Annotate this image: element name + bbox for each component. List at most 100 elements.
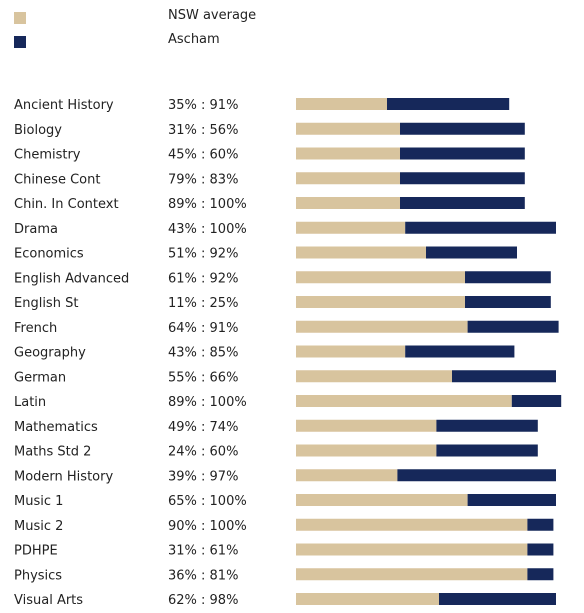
bar-ascham (400, 172, 525, 185)
category-label: Mathematics (14, 420, 98, 435)
category-label: French (14, 321, 57, 336)
bar-nsw-average (296, 518, 528, 531)
bar-nsw-average (296, 147, 400, 160)
chart-row-pdhpe: PDHPE 31% : 61% (14, 543, 554, 559)
chart-row-visual-arts: Visual Arts 62% : 98% (14, 593, 556, 608)
category-label: Physics (14, 568, 62, 583)
category-label: Music 1 (14, 494, 63, 509)
value-label: 45% : 60% (168, 148, 238, 163)
bar-ascham (405, 345, 515, 358)
bar-nsw-average (296, 271, 465, 284)
chart-row-maths-std-2: Maths Std 2 24% : 60% (14, 444, 538, 460)
value-label: 64% : 91% (168, 321, 238, 336)
value-label: 36% : 81% (168, 568, 238, 583)
bar-nsw-average (296, 345, 406, 358)
value-label: 31% : 56% (168, 123, 238, 138)
legend-item-nsw-average: NSW average (0, 8, 300, 28)
bar-ascham (527, 518, 554, 531)
chart-row-geography: Geography 43% : 85% (14, 345, 515, 361)
category-label: Ancient History (14, 98, 114, 113)
value-label: 89% : 100% (168, 197, 247, 212)
bar-ascham (387, 98, 510, 110)
chart-row-ancient-history: Ancient History 35% : 91% (14, 98, 510, 113)
value-label: 11% : 25% (168, 296, 238, 311)
legend-label-ascham: Ascham (168, 32, 220, 47)
bar-nsw-average (296, 543, 528, 556)
bar-nsw-average (296, 197, 400, 209)
chart-row-drama: Drama 43% : 100% (14, 221, 556, 237)
bar-nsw-average (296, 98, 387, 110)
chart-row-mathematics: Mathematics 49% : 74% (14, 419, 538, 435)
category-label: Drama (14, 222, 58, 237)
bar-nsw-average (296, 444, 437, 457)
bar-ascham (467, 494, 556, 506)
bar-nsw-average (296, 296, 465, 308)
category-label: Economics (14, 247, 84, 262)
bar-nsw-average (296, 122, 400, 135)
category-label: Visual Arts (14, 593, 83, 608)
value-label: 35% : 91% (168, 98, 238, 113)
value-label: 43% : 100% (168, 222, 247, 237)
category-label: Geography (14, 346, 86, 361)
category-label: Chemistry (14, 148, 81, 163)
bar-nsw-average (296, 370, 452, 383)
bar-ascham (400, 122, 525, 135)
bar-nsw-average (296, 469, 398, 482)
chart-row-chinese-cont: Chinese Cont 79% : 83% (14, 172, 525, 187)
bar-ascham (436, 444, 538, 457)
chart-row-english-st: English St 11% : 25% (14, 296, 551, 311)
bar-ascham (439, 593, 556, 605)
bar-ascham (405, 221, 556, 234)
chart-row-music-1: Music 1 65% : 100% (14, 494, 556, 509)
chart-row-modern-history: Modern History 39% : 97% (14, 469, 556, 484)
value-label: 79% : 83% (168, 172, 238, 187)
chart-row-chin-in-context: Chin. In Context 89% : 100% (14, 197, 525, 212)
chart-row-physics: Physics 36% : 81% (14, 568, 554, 583)
bar-ascham (465, 271, 551, 284)
category-label: Modern History (14, 469, 113, 484)
category-label: Biology (14, 123, 62, 138)
chart-row-economics: Economics 51% : 92% (14, 246, 517, 262)
bar-nsw-average (296, 419, 437, 432)
category-label: PDHPE (14, 544, 58, 559)
legend-item-ascham: Ascham (0, 32, 300, 52)
bar-ascham (527, 543, 554, 556)
bar-ascham (426, 246, 517, 259)
bar-ascham (452, 370, 556, 383)
chart-row-french: French 64% : 91% (14, 320, 559, 336)
value-label: 43% : 85% (168, 346, 238, 361)
bar-nsw-average (296, 246, 426, 259)
category-label: Chin. In Context (14, 197, 119, 212)
chart-row-biology: Biology 31% : 56% (14, 122, 525, 138)
bar-ascham (436, 419, 538, 432)
bar-ascham (400, 147, 525, 160)
value-label: 62% : 98% (168, 593, 238, 608)
value-label: 55% : 66% (168, 370, 238, 385)
bar-ascham (397, 469, 556, 482)
bar-ascham (400, 197, 525, 209)
legend-swatch-nsw-average (14, 12, 26, 24)
value-label: 90% : 100% (168, 519, 247, 534)
category-label: English Advanced (14, 271, 129, 286)
value-label: 31% : 61% (168, 544, 238, 559)
value-label: 24% : 60% (168, 445, 238, 460)
value-label: 39% : 97% (168, 469, 238, 484)
bar-ascham (467, 320, 559, 333)
legend: NSW average Ascham (0, 0, 584, 60)
chart-row-chemistry: Chemistry 45% : 60% (14, 147, 525, 163)
legend-label-nsw-average: NSW average (168, 8, 257, 23)
value-label: 61% : 92% (168, 271, 238, 286)
chart-row-music-2: Music 2 90% : 100% (14, 518, 554, 534)
chart-row-english-advanced: English Advanced 61% : 92% (14, 271, 551, 286)
bar-nsw-average (296, 593, 439, 605)
category-label: Maths Std 2 (14, 445, 91, 460)
bar-nsw-average (296, 172, 400, 185)
category-label: English St (14, 296, 78, 311)
bar-ascham (527, 568, 554, 581)
value-label: 65% : 100% (168, 494, 247, 509)
chart-row-latin: Latin 89% : 100% (14, 395, 562, 410)
value-label: 89% : 100% (168, 395, 247, 410)
legend-swatch-ascham (14, 36, 26, 48)
bar-nsw-average (296, 320, 468, 333)
